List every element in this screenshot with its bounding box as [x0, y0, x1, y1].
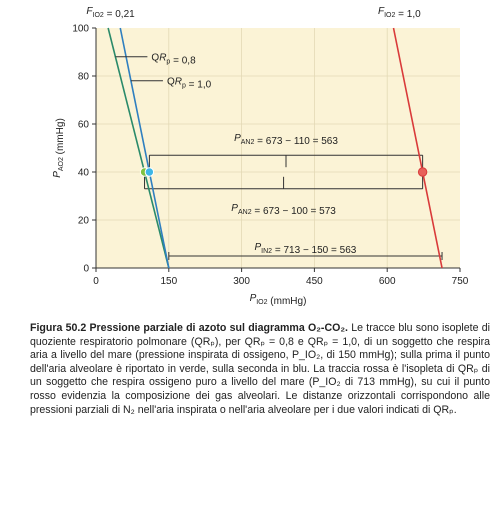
annotation-1: PAN2 = 673 − 110 = 563	[148, 133, 424, 172]
top-label-right: FIO2 = 1,0	[378, 6, 421, 20]
x-axis-label: PIO2 (mmHg)	[250, 293, 307, 307]
top-label-left: FIO2 = 0,21	[86, 6, 135, 20]
series-line-1	[107, 27, 170, 269]
y-tick-label: 80	[78, 72, 90, 83]
series-line-3	[392, 27, 443, 269]
y-tick-label: 40	[78, 168, 90, 179]
y-tick-label: 60	[78, 120, 90, 131]
y-tick-label: 20	[78, 216, 90, 227]
x-tick-label: 0	[93, 276, 99, 287]
caption-body: Le tracce blu sono isoplete di quoziente…	[30, 322, 490, 416]
x-tick-label: 450	[306, 276, 323, 287]
y-axis-label: PAO2 (mmHg)	[52, 118, 66, 178]
legend-entry-2: QRp = 1,0	[130, 76, 212, 90]
data-point-2	[144, 167, 155, 177]
grid	[96, 28, 460, 268]
y-tick-label: 0	[83, 264, 89, 275]
figure-caption: Figura 50.2 Pressione parziale di azoto …	[30, 322, 490, 417]
legend-entry-1: QRp = 0,8	[115, 52, 196, 66]
caption-title: Figura 50.2 Pressione parziale di azoto …	[30, 322, 348, 334]
x-tick-label: 600	[379, 276, 396, 287]
data-point-3	[417, 167, 428, 177]
legend-label: QRp = 0,8	[151, 52, 196, 66]
x-tick-label: 300	[233, 276, 250, 287]
annotation-3: PIN2 = 713 − 150 = 563	[168, 242, 443, 260]
plot-area	[96, 28, 460, 268]
series-lines	[107, 27, 443, 269]
data-points	[139, 167, 428, 177]
annotation-2: PAN2 = 673 − 100 = 573	[144, 172, 424, 217]
chart: 0 20 40 60 80 100 0 150 300 450 600 750 PIO2 (mmHg) P…	[52, 6, 469, 308]
series-line-2	[119, 27, 170, 269]
x-tick-label: 750	[452, 276, 469, 287]
annotation-text: PIN2 = 713 − 150 = 563	[255, 242, 357, 256]
x-tick-label: 150	[160, 276, 177, 287]
labels: QRp = 0,8 QRp = 1,0 FIO2 = 0,21 FIO2 = 1,0	[86, 6, 421, 90]
annotation-text: PAN2 = 673 − 100 = 573	[231, 203, 336, 217]
legend-label: QRp = 1,0	[167, 76, 212, 90]
y-tick-label: 100	[72, 24, 89, 35]
annotations: PAN2 = 673 − 110 = 563 PAN2 = 673 − 100 =…	[144, 133, 443, 260]
axes: 0 20 40 60 80 100 0 150 300 450 600 750 PIO2 (mmHg) P…	[52, 24, 469, 308]
annotation-text: PAN2 = 673 − 110 = 563	[234, 133, 338, 147]
